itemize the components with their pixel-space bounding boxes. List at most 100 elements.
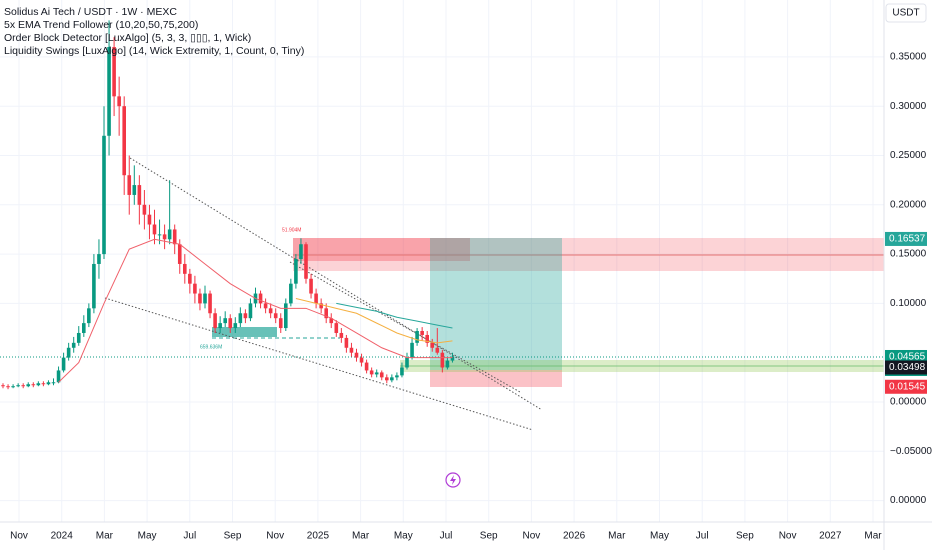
- candle-body: [183, 263, 187, 274]
- candle-body: [369, 370, 374, 375]
- candle-body: [390, 377, 394, 381]
- candle-body: [167, 229, 172, 240]
- candle-body: [248, 303, 253, 319]
- candle-body: [157, 234, 162, 236]
- candle-body: [450, 356, 455, 361]
- x-tick-label: Jul: [696, 531, 709, 542]
- candle-body: [132, 185, 137, 195]
- y-tick-label: 0.00000: [890, 495, 927, 506]
- candle-body: [112, 47, 116, 97]
- y-tick-label: −0.05000: [890, 446, 932, 457]
- y-tick-label: 0.15000: [890, 249, 927, 260]
- ema-line: [58, 238, 453, 383]
- candle-body: [198, 293, 202, 304]
- x-tick-label: Mar: [96, 531, 114, 542]
- price-label-box: [885, 360, 927, 375]
- candle-body: [400, 367, 404, 376]
- candle-body: [284, 303, 288, 329]
- x-tick-label: 2025: [307, 531, 330, 542]
- indicator: Order Block Detector [LuxAlgo] (5, 3, 3,…: [4, 32, 251, 44]
- candle-body: [410, 342, 414, 358]
- candle-body: [21, 385, 25, 387]
- candle-body: [61, 357, 66, 371]
- candle-body: [263, 303, 268, 309]
- candle-body: [87, 308, 91, 324]
- y-tick-label: 0.30000: [890, 101, 927, 112]
- y-tick-label: 0.10000: [890, 298, 927, 309]
- candle-body: [440, 352, 445, 368]
- x-tick-label: Sep: [224, 531, 242, 542]
- candle-body: [137, 185, 142, 205]
- price-label: 0.16537: [889, 234, 926, 245]
- x-tick-label: Mar: [864, 531, 882, 542]
- candle-body: [162, 234, 167, 240]
- x-tick-label: Nov: [10, 531, 28, 542]
- currency[interactable]: USDT: [892, 8, 919, 19]
- candle-body: [122, 106, 126, 176]
- candle-body: [435, 347, 440, 353]
- candle-body: [299, 244, 303, 260]
- candle-body: [117, 96, 121, 107]
- indicator: 5x EMA Trend Follower (10,20,50,75,200): [4, 19, 198, 31]
- candle-body: [36, 383, 41, 386]
- x-tick-label: 2024: [51, 531, 74, 542]
- candle-body: [420, 331, 424, 335]
- y-tick-label: 0.00000: [890, 397, 927, 408]
- candle-body: [82, 323, 86, 333]
- candle-body: [415, 331, 419, 343]
- candle-body: [385, 377, 389, 381]
- x-tick-label: Nov: [523, 531, 541, 542]
- candle-body: [71, 342, 76, 348]
- event-icon[interactable]: [445, 472, 461, 488]
- x-tick-label: Mar: [352, 531, 370, 542]
- candle-body: [177, 244, 182, 264]
- candle-body: [228, 318, 233, 329]
- trend-line: [104, 297, 534, 431]
- x-tick-label: Jul: [440, 531, 453, 542]
- y-tick-label: 0.20000: [890, 199, 927, 210]
- candle-body: [364, 362, 369, 371]
- ema-line: [336, 302, 453, 329]
- price-axis: 0.35000 0.30000 0.25000 0.20000 0.15000 0.100…: [10, 52, 932, 542]
- candle-body: [208, 293, 212, 314]
- x-tick-label: May: [394, 531, 413, 542]
- candle-body: [51, 382, 56, 384]
- x-tick-label: Nov: [779, 531, 797, 542]
- candle-body: [314, 293, 318, 304]
- candle-body: [425, 334, 429, 343]
- candle-body: [66, 347, 71, 358]
- candle-body: [41, 383, 46, 385]
- candle-body: [76, 332, 81, 343]
- candle-body: [193, 283, 197, 294]
- candle-body: [97, 254, 101, 264]
- chart-title: Solidus Ai Tech / USDT · 1W · MEXC: [4, 6, 177, 18]
- candle-body: [278, 318, 283, 329]
- candle-body: [188, 273, 192, 284]
- candle-body: [359, 357, 364, 363]
- x-tick-label: Sep: [480, 531, 498, 542]
- candle-body: [304, 244, 308, 279]
- candle-body: [152, 224, 157, 235]
- annotation: 659.636M: [200, 344, 222, 350]
- candle-body: [445, 360, 450, 368]
- candle-body: [289, 283, 293, 304]
- candle-body: [319, 303, 323, 309]
- candle-body: [379, 372, 384, 378]
- x-tick-label: Nov: [266, 531, 284, 542]
- indicator: Liquidity Swings [LuxAlgo] (14, Wick Ext…: [4, 45, 304, 57]
- candle-body: [430, 342, 435, 348]
- candle-body: [46, 382, 51, 385]
- candle-body: [405, 357, 409, 368]
- currency-button[interactable]: [885, 3, 927, 23]
- x-tick-label: Sep: [736, 531, 754, 542]
- candle-body: [344, 337, 349, 348]
- x-tick-label: 2027: [819, 531, 842, 542]
- candle-body: [92, 263, 96, 309]
- grid: [0, 0, 884, 522]
- candle-body: [31, 384, 36, 386]
- candle-body: [127, 175, 132, 195]
- candle-body: [294, 259, 298, 284]
- x-tick-label: Mar: [608, 531, 626, 542]
